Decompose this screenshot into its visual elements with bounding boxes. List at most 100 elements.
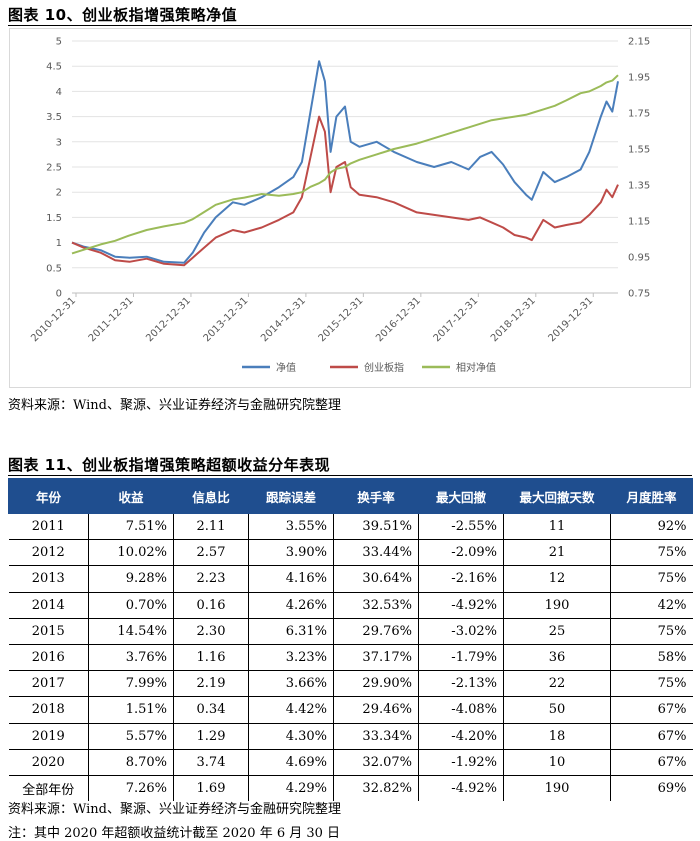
table-cell: 75% <box>610 618 693 645</box>
table-cell: -4.92% <box>418 592 504 619</box>
table-row: 2018 1.51% 0.34 4.42% 29.46% -4.08% 50 67% <box>8 696 693 724</box>
column-header: 年份 <box>8 478 89 514</box>
x-tick-label: 2015-12-31 <box>317 295 366 344</box>
table-row: 2020 8.70% 3.74 4.69% 32.07% -1.92% 10 67% <box>8 749 693 776</box>
table-cell: -2.16% <box>418 565 504 593</box>
table-cell: 1.69 <box>173 775 249 802</box>
y-right-tick-label: 1.35 <box>628 181 650 192</box>
table-cell: 7.99% <box>88 670 174 698</box>
table-cell: 92% <box>610 513 693 541</box>
y-left-tick-label: 4 <box>56 87 62 98</box>
table-cell: 5.57% <box>88 723 174 750</box>
table-cell: 2011 <box>8 513 89 541</box>
table-cell: 50 <box>503 696 611 724</box>
table-cell: 6.31% <box>248 618 334 645</box>
table-cell: 32.53% <box>333 592 419 619</box>
table-cell: -4.20% <box>418 723 504 750</box>
x-tick-label: 2010-12-31 <box>29 295 78 344</box>
table-cell: 190 <box>503 592 611 619</box>
table-cell: 14.54% <box>88 618 174 645</box>
table-cell: 3.90% <box>248 539 334 567</box>
table-cell: 32.82% <box>333 775 419 802</box>
table-cell: 25 <box>503 618 611 645</box>
table-cell: 1.29 <box>173 723 249 750</box>
series-line-1 <box>71 115 619 267</box>
table-cell: 4.69% <box>248 749 334 776</box>
table-row: 全部年份 7.26% 1.69 4.29% 32.82% -4.92% 190 69% <box>9 775 693 802</box>
table-cell: 3.74 <box>173 749 249 776</box>
column-header: 收益 <box>88 478 174 514</box>
table-cell: 4.16% <box>248 565 334 593</box>
y-left-tick-label: 0.5 <box>46 263 62 274</box>
net-value-chart: 0 0.5 1 1.5 2 2.5 3 3.5 4 4.5 5 0.75 0.95 1.15 1.35 1.5… <box>29 37 650 375</box>
table-cell: -2.13% <box>418 670 504 698</box>
table-cell: 2014 <box>8 592 89 619</box>
y-left-tick-label: 2 <box>56 188 62 199</box>
table-row: 2016 3.76% 1.16 3.23% 37.17% -1.79% 36 58% <box>8 644 693 672</box>
table-cell: 3.66% <box>248 670 334 698</box>
table-cell: 2016 <box>8 644 89 672</box>
table-cell: 29.46% <box>333 696 419 724</box>
y-right-tick-label: 1.55 <box>628 145 650 156</box>
table-row: 2012 10.02% 2.57 3.90% 33.44% -2.09% 21 75% <box>8 539 693 567</box>
figure10-title: 图表 10、创业板指增强策略净值 <box>8 6 238 24</box>
table-cell: 2019 <box>8 723 89 750</box>
table-cell: 12 <box>503 565 611 593</box>
y-left-tick-label: 0 <box>56 289 62 300</box>
table-cell: 2.19 <box>173 670 249 698</box>
table-cell: 全部年份 <box>22 782 75 798</box>
x-tick-label: 2011-12-31 <box>87 295 136 344</box>
y-left-tick-label: 2.5 <box>46 163 62 174</box>
series-line-2 <box>71 74 619 255</box>
table-cell: -4.08% <box>418 696 504 724</box>
x-tick-label: 2016-12-31 <box>374 295 423 344</box>
table-cell: 2.23 <box>173 565 249 593</box>
x-tick-label: 2013-12-31 <box>202 295 251 344</box>
table-row: 2015 14.54% 2.30 6.31% 29.76% -3.02% 25 75% <box>8 618 693 645</box>
table-cell: 3.23% <box>248 644 334 672</box>
column-header: 信息比 <box>173 478 249 514</box>
table-cell: 75% <box>610 539 693 567</box>
table-cell: 11 <box>503 513 611 541</box>
table-cell: 67% <box>610 749 693 776</box>
figure11-rule <box>8 475 692 476</box>
table-cell: 21 <box>503 539 611 567</box>
table-cell: 2.11 <box>173 513 249 541</box>
table-row: 2014 0.70% 0.16 4.26% 32.53% -4.92% 190 42% <box>8 592 693 619</box>
table-cell: 8.70% <box>88 749 174 776</box>
table-cell: 1.16 <box>173 644 249 672</box>
y-left-tick-label: 3.5 <box>46 112 62 123</box>
table-cell: 22 <box>503 670 611 698</box>
figure11-source: 资料来源：Wind、聚源、兴业证券经济与金融研究院整理 <box>8 802 341 817</box>
table-cell: 37.17% <box>333 644 419 672</box>
legend-label: 净值 <box>276 361 296 374</box>
table-row: 2017 7.99% 2.19 3.66% 29.90% -2.13% 22 75% <box>8 670 693 698</box>
table-cell: 33.44% <box>333 539 419 567</box>
table-row: 2013 9.28% 2.23 4.16% 30.64% -2.16% 12 75% <box>8 565 693 593</box>
table-cell: 10.02% <box>88 539 174 567</box>
table-cell: 30.64% <box>333 565 419 593</box>
legend-label: 创业板指 <box>364 361 404 374</box>
table-cell: 18 <box>503 723 611 750</box>
table-cell: 4.29% <box>248 775 334 802</box>
table-row: 2011 7.51% 2.11 3.55% 39.51% -2.55% 11 92% <box>8 513 693 541</box>
x-tick-label: 2018-12-31 <box>489 295 538 344</box>
table-cell: 67% <box>610 723 693 750</box>
table-cell: 33.34% <box>333 723 419 750</box>
table-cell: -2.09% <box>418 539 504 567</box>
table-cell: 2017 <box>8 670 89 698</box>
table-cell: -1.79% <box>418 644 504 672</box>
table-cell: 10 <box>503 749 611 776</box>
table-cell: 2013 <box>8 565 89 593</box>
table-cell: 2.30 <box>173 618 249 645</box>
table-cell: 9.28% <box>88 565 174 593</box>
x-tick-label: 2012-12-31 <box>144 295 193 344</box>
table-cell: 2012 <box>8 539 89 567</box>
column-header: 换手率 <box>333 478 419 514</box>
table-cell: 4.30% <box>248 723 334 750</box>
table-cell: 29.90% <box>333 670 419 698</box>
y-left-tick-label: 1.5 <box>46 213 62 224</box>
x-tick-label: 2017-12-31 <box>432 295 481 344</box>
table-cell: 1.51% <box>88 696 174 724</box>
column-header: 月度胜率 <box>610 478 693 514</box>
